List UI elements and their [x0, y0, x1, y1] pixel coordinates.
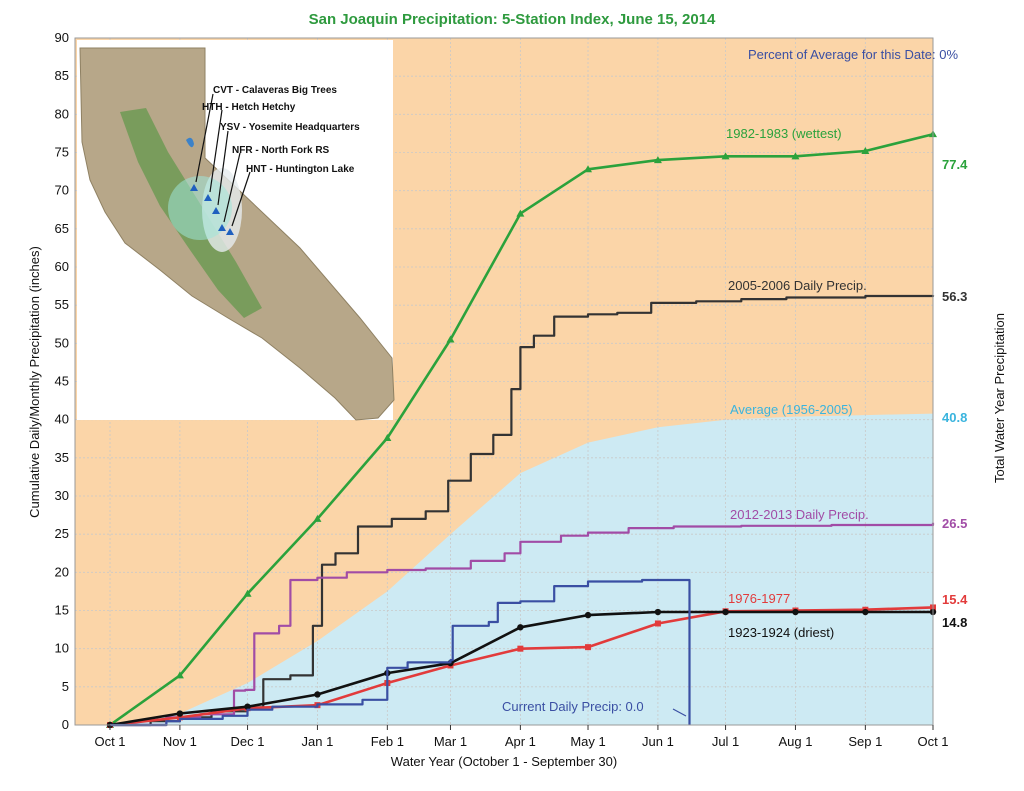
percent-of-average-label: Percent of Average for this Date: 0% [748, 47, 958, 62]
point-y1923 [862, 608, 869, 616]
x-tick-label: Jan 1 [302, 734, 334, 749]
average-area [110, 413, 933, 725]
lake-tahoe [186, 137, 194, 148]
x-tick-label: Aug 1 [778, 734, 812, 749]
x-tick-label: Jun 1 [642, 734, 674, 749]
point-y1976 [176, 714, 183, 721]
y-tick-label: 5 [62, 679, 69, 694]
y-tick-label: 60 [55, 259, 69, 274]
y-tick-label: 15 [55, 603, 69, 618]
y-tick-label: 35 [55, 450, 69, 465]
station-arrows [195, 93, 251, 227]
point-wettest [243, 589, 252, 597]
end-value-wettest: 77.4 [942, 157, 968, 172]
station-hth-marker [204, 194, 212, 201]
y-tick-label: 55 [55, 297, 69, 312]
point-y1976 [585, 644, 592, 651]
x-tick-label: Jul 1 [712, 734, 739, 749]
point-y1923 [654, 608, 662, 616]
end-value-1976: 15.4 [942, 592, 968, 607]
y-tick-label: 25 [55, 526, 69, 541]
y-tick-label: 50 [55, 335, 69, 350]
point-y1923 [584, 611, 592, 619]
y2-axis-label: Total Water Year Precipitation [992, 313, 1007, 483]
end-value-2005: 56.3 [942, 289, 967, 304]
point-y1923 [176, 710, 184, 717]
watershed-highlight [168, 176, 232, 240]
station-hnt-marker [226, 228, 234, 235]
y-tick-label: 70 [55, 183, 69, 198]
x-tick-label: Apr 1 [505, 734, 536, 749]
x-tick-label: May 1 [570, 734, 605, 749]
inset-map: CVT - Calaveras Big Trees HTH - Hetch He… [77, 40, 395, 421]
plot-frame [74, 37, 934, 726]
end-value-2012: 26.5 [942, 516, 967, 531]
point-wettest [446, 335, 455, 343]
point-wettest [584, 165, 593, 173]
point-y1976 [517, 645, 524, 652]
x-axis-label: Water Year (October 1 - September 30) [391, 754, 617, 769]
x-axis-ticks: Oct 1 Nov 1 Dec 1 Jan 1 Feb 1 Mar 1 Apr 1 May 1… [94, 725, 949, 749]
station-label-cvt: CVT - Calaveras Big Trees [213, 85, 337, 96]
point-y1976 [654, 620, 661, 627]
point-y1923 [722, 608, 729, 616]
point-wettest [313, 514, 322, 522]
x-tick-label: Sep 1 [848, 734, 882, 749]
y-tick-label: 90 [55, 30, 69, 45]
station-markers [190, 184, 234, 235]
point-y1923 [314, 691, 321, 698]
y-tick-label: 40 [55, 412, 69, 427]
label-current: Current Daily Precip: 0.0 [502, 699, 644, 714]
y-axis-label: Cumulative Daily/Monthly Precipitation (… [27, 246, 42, 518]
point-wettest [383, 433, 392, 441]
point-wettest [791, 152, 800, 160]
label-2005: 2005-2006 Daily Precip. [728, 278, 867, 293]
point-y1923 [517, 624, 524, 631]
x-tick-label: Feb 1 [371, 734, 404, 749]
y-axis-ticks: 0 5 10 15 20 25 30 35 40 45 50 55 60 65 70 75 80 85 90 [55, 30, 69, 732]
series-line-current [110, 578, 691, 727]
chart-title: San Joaquin Precipitation: 5-Station Ind… [309, 11, 716, 28]
station-label-hth: HTH - Hetch Hetchy [202, 102, 296, 113]
y-tick-label: 30 [55, 488, 69, 503]
point-y1923 [244, 703, 251, 710]
station-cvt-marker [190, 184, 198, 191]
y-tick-label: 20 [55, 564, 69, 579]
station-label-ysv: YSV - Yosemite Headquarters [220, 122, 360, 133]
station-ysv-marker [212, 207, 220, 214]
y-tick-label: 75 [55, 145, 69, 160]
label-wettest: 1982-1983 (wettest) [726, 126, 842, 141]
point-wettest [175, 671, 184, 679]
label-1976: 1976-1977 [728, 591, 790, 606]
label-2012: 2012-2013 Daily Precip. [730, 507, 869, 522]
end-value-1923: 14.8 [942, 615, 967, 630]
y-tick-label: 45 [55, 374, 69, 389]
y-tick-label: 80 [55, 106, 69, 121]
point-wettest [861, 146, 870, 154]
label-average: Average (1956-2005) [730, 402, 853, 417]
end-value-average: 40.8 [942, 410, 967, 425]
series-line-y2012 [110, 522, 935, 727]
station-label-nfr: NFR - North Fork RS [232, 145, 330, 156]
station-label-hnt: HNT - Huntington Lake [246, 164, 355, 175]
label-1923: 1923-1924 (driest) [728, 625, 834, 640]
x-tick-label: Nov 1 [163, 734, 197, 749]
y-tick-label: 85 [55, 68, 69, 83]
station-nfr-marker [218, 224, 226, 231]
point-wettest [721, 152, 730, 160]
x-tick-label: Oct 1 [917, 734, 948, 749]
series-lines [106, 130, 937, 729]
y-tick-label: 0 [62, 717, 69, 732]
x-tick-label: Oct 1 [94, 734, 125, 749]
point-wettest [516, 209, 525, 217]
point-y1923 [792, 608, 799, 616]
point-wettest [653, 156, 662, 164]
current-label-arrow [672, 708, 687, 717]
y-tick-label: 10 [55, 641, 69, 656]
x-tick-label: Dec 1 [231, 734, 265, 749]
y-tick-label: 65 [55, 221, 69, 236]
x-tick-label: Mar 1 [434, 734, 467, 749]
